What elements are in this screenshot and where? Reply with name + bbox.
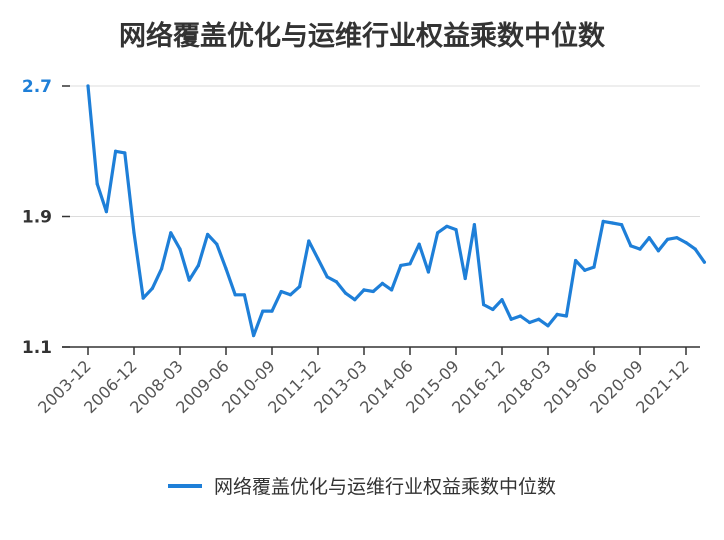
data-point bbox=[610, 221, 615, 225]
data-point bbox=[463, 276, 467, 281]
data-point bbox=[666, 237, 670, 241]
legend-swatch bbox=[167, 483, 202, 488]
data-point bbox=[601, 219, 605, 223]
data-point bbox=[325, 275, 329, 279]
data-point bbox=[693, 247, 697, 251]
y-tick-label: 2.7 bbox=[22, 77, 52, 97]
data-point bbox=[242, 293, 246, 297]
data-point bbox=[86, 84, 90, 88]
data-point bbox=[417, 242, 421, 246]
data-point bbox=[620, 223, 624, 227]
data-point bbox=[380, 281, 384, 285]
data-point bbox=[445, 224, 449, 228]
data-point bbox=[528, 320, 532, 325]
data-point bbox=[261, 309, 265, 313]
data-point bbox=[132, 231, 136, 235]
data-point bbox=[399, 263, 403, 268]
data-point bbox=[344, 291, 348, 295]
data-point bbox=[196, 263, 200, 268]
data-point bbox=[233, 293, 237, 297]
data-point bbox=[114, 149, 118, 153]
data-point bbox=[426, 270, 430, 274]
data-point bbox=[509, 317, 513, 321]
data-point bbox=[95, 182, 99, 186]
data-point bbox=[353, 298, 357, 302]
data-point bbox=[454, 227, 458, 232]
data-point bbox=[574, 258, 578, 263]
data-point bbox=[371, 289, 375, 294]
data-point bbox=[702, 260, 707, 264]
legend-label: 网络覆盖优化与运维行业权益乘数中位数 bbox=[213, 476, 556, 498]
data-point bbox=[555, 312, 559, 316]
y-tick-label: 1.1 bbox=[22, 338, 52, 358]
data-point bbox=[518, 314, 523, 318]
chart-title: 网络覆盖优化与运维行业权益乘数中位数 bbox=[119, 21, 605, 52]
data-point bbox=[408, 262, 412, 266]
series-line bbox=[86, 84, 706, 338]
data-point bbox=[647, 236, 651, 240]
data-point bbox=[215, 242, 219, 246]
data-point bbox=[638, 247, 642, 251]
data-point bbox=[160, 267, 164, 271]
data-point bbox=[123, 151, 127, 155]
data-point bbox=[178, 247, 182, 251]
data-point bbox=[316, 257, 320, 261]
data-point bbox=[546, 324, 550, 328]
data-point bbox=[482, 302, 486, 307]
data-point bbox=[224, 267, 228, 271]
data-point bbox=[298, 285, 302, 289]
data-point bbox=[206, 232, 210, 237]
data-point bbox=[629, 244, 633, 248]
series-layer bbox=[86, 84, 707, 338]
data-point bbox=[436, 231, 440, 235]
data-point bbox=[252, 333, 256, 338]
data-point bbox=[684, 241, 688, 245]
data-point bbox=[675, 236, 679, 240]
data-point bbox=[270, 309, 274, 313]
data-point bbox=[288, 293, 292, 297]
data-point bbox=[104, 210, 108, 214]
data-point bbox=[362, 288, 366, 292]
data-point bbox=[491, 307, 495, 312]
data-point bbox=[279, 289, 283, 294]
data-point bbox=[564, 314, 569, 318]
x-axis: 2003-122006-122008-032009-062010-092011-… bbox=[34, 346, 700, 417]
data-point bbox=[472, 223, 476, 227]
data-point bbox=[334, 280, 338, 284]
data-point bbox=[150, 286, 154, 290]
data-point bbox=[169, 231, 173, 235]
data-point bbox=[307, 239, 311, 243]
legend: 网络覆盖优化与运维行业权益乘数中位数 bbox=[0, 472, 724, 499]
y-tick-label: 1.9 bbox=[22, 208, 52, 228]
data-point bbox=[500, 298, 504, 302]
y-axis-ticks: 2.7 1.9 1.1 bbox=[22, 77, 52, 358]
data-point bbox=[583, 268, 587, 272]
data-point bbox=[187, 278, 191, 282]
data-point bbox=[537, 317, 541, 321]
data-point bbox=[390, 288, 394, 292]
grid-lines bbox=[62, 85, 700, 348]
data-point bbox=[592, 265, 596, 269]
data-point bbox=[656, 249, 661, 253]
data-point bbox=[141, 296, 145, 300]
